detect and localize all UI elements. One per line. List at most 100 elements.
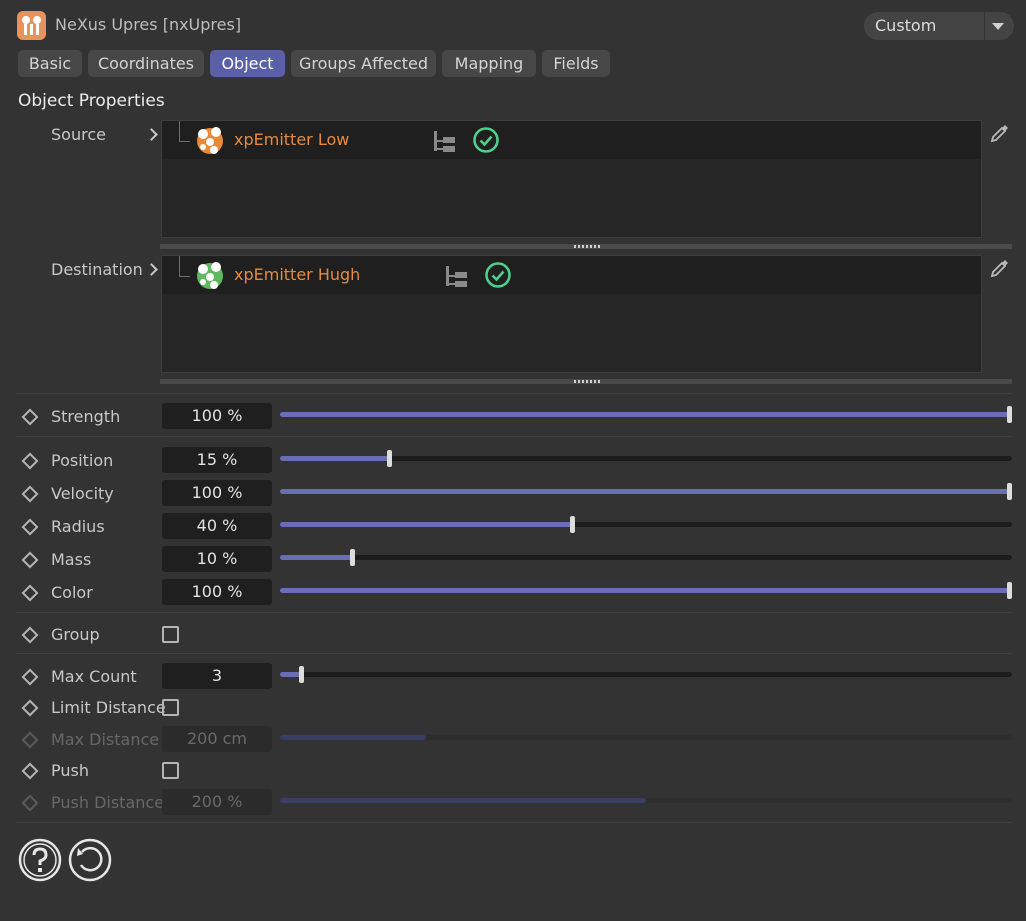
reset-button[interactable] bbox=[68, 838, 112, 882]
source-link-item[interactable]: xpEmitter Low bbox=[162, 121, 981, 159]
tab-object[interactable]: Object bbox=[210, 50, 285, 77]
mass-field[interactable]: 10 % bbox=[162, 546, 272, 572]
chevron-right-icon[interactable] bbox=[145, 128, 158, 141]
divider bbox=[16, 612, 1012, 613]
push-distance-field: 200 % bbox=[162, 789, 272, 815]
tree-connector bbox=[179, 121, 190, 142]
keyframe-diamond-icon[interactable] bbox=[21, 485, 39, 503]
keyframe-diamond-icon[interactable] bbox=[21, 762, 39, 780]
preset-dropdown[interactable]: Custom bbox=[864, 12, 1014, 40]
max-count-field[interactable]: 3 bbox=[162, 663, 272, 689]
window-title: NeXus Upres [nxUpres] bbox=[55, 15, 242, 34]
group-label: Group bbox=[51, 625, 100, 644]
position-field[interactable]: 15 % bbox=[162, 447, 272, 473]
group-checkbox[interactable] bbox=[162, 626, 179, 643]
divider bbox=[16, 436, 1012, 437]
keyframe-diamond-icon[interactable] bbox=[21, 551, 39, 569]
check-circle-icon[interactable] bbox=[473, 127, 499, 153]
slider-knob[interactable] bbox=[1007, 406, 1012, 423]
push-checkbox[interactable] bbox=[162, 762, 179, 779]
keyframe-diamond-icon bbox=[21, 794, 39, 812]
source-object-name[interactable]: xpEmitter Low bbox=[234, 130, 350, 149]
strength-field[interactable]: 100 % bbox=[162, 403, 272, 429]
max-count-label: Max Count bbox=[51, 667, 137, 686]
limit-distance-checkbox[interactable] bbox=[162, 699, 179, 716]
color-field[interactable]: 100 % bbox=[162, 579, 272, 605]
slider-fill bbox=[280, 672, 302, 677]
keyframe-diamond-icon bbox=[21, 731, 39, 749]
limit-distance-label: Limit Distance bbox=[51, 698, 166, 717]
emitter-green-icon bbox=[194, 259, 226, 291]
slider-knob[interactable] bbox=[387, 450, 392, 467]
destination-link-item[interactable]: xpEmitter Hugh bbox=[162, 256, 981, 294]
destination-object-name[interactable]: xpEmitter Hugh bbox=[234, 265, 361, 284]
hierarchy-icon[interactable] bbox=[433, 129, 457, 153]
max-distance-slider bbox=[280, 735, 1012, 740]
divider bbox=[16, 653, 1012, 654]
slider-fill bbox=[280, 456, 390, 461]
chevron-right-icon[interactable] bbox=[145, 263, 158, 276]
resize-grip[interactable] bbox=[574, 380, 600, 383]
destination-label: Destination bbox=[51, 260, 143, 279]
slider-fill bbox=[280, 735, 426, 740]
eyedropper-icon[interactable] bbox=[989, 257, 1011, 279]
strength-label: Strength bbox=[51, 407, 121, 426]
divider bbox=[16, 822, 1012, 823]
max-distance-label: Max Distance bbox=[51, 730, 160, 749]
divider bbox=[16, 393, 1012, 394]
slider-knob[interactable] bbox=[350, 549, 355, 566]
hierarchy-icon[interactable] bbox=[445, 264, 469, 288]
slider-knob[interactable] bbox=[299, 666, 304, 683]
mass-label: Mass bbox=[51, 550, 92, 569]
source-label: Source bbox=[51, 125, 106, 144]
position-label: Position bbox=[51, 451, 114, 470]
velocity-field[interactable]: 100 % bbox=[162, 480, 272, 506]
resize-handle[interactable] bbox=[160, 244, 1012, 249]
color-slider[interactable] bbox=[280, 582, 1012, 599]
keyframe-diamond-icon[interactable] bbox=[21, 408, 39, 426]
tab-groups-affected[interactable]: Groups Affected bbox=[291, 50, 436, 77]
slider-fill bbox=[280, 522, 573, 527]
tab-coordinates[interactable]: Coordinates bbox=[88, 50, 204, 77]
slider-fill bbox=[280, 412, 1012, 417]
chevron-down-icon[interactable] bbox=[992, 23, 1004, 30]
keyframe-diamond-icon[interactable] bbox=[21, 584, 39, 602]
max-distance-field: 200 cm bbox=[162, 726, 272, 752]
push-distance-label: Push Distance bbox=[51, 793, 165, 812]
check-circle-icon[interactable] bbox=[485, 262, 511, 288]
destination-link-list[interactable]: xpEmitter Hugh bbox=[161, 255, 982, 373]
push-distance-slider bbox=[280, 798, 1012, 803]
help-icon bbox=[18, 838, 62, 882]
tab-fields[interactable]: Fields bbox=[542, 50, 610, 77]
radius-slider[interactable] bbox=[280, 516, 1012, 533]
keyframe-diamond-icon[interactable] bbox=[21, 699, 39, 717]
help-button[interactable] bbox=[18, 838, 62, 882]
keyframe-diamond-icon[interactable] bbox=[21, 518, 39, 536]
slider-knob[interactable] bbox=[1007, 483, 1012, 500]
tab-basic[interactable]: Basic bbox=[18, 50, 82, 77]
preset-value: Custom bbox=[875, 16, 937, 35]
radius-label: Radius bbox=[51, 517, 105, 536]
slider-knob[interactable] bbox=[1007, 582, 1012, 599]
keyframe-diamond-icon[interactable] bbox=[21, 626, 39, 644]
keyframe-diamond-icon[interactable] bbox=[21, 452, 39, 470]
section-title: Object Properties bbox=[18, 91, 165, 111]
position-slider[interactable] bbox=[280, 450, 1012, 467]
tab-mapping[interactable]: Mapping bbox=[442, 50, 536, 77]
source-link-list[interactable]: xpEmitter Low bbox=[161, 120, 982, 238]
velocity-label: Velocity bbox=[51, 484, 114, 503]
eyedropper-icon[interactable] bbox=[989, 122, 1011, 144]
velocity-slider[interactable] bbox=[280, 483, 1012, 500]
strength-slider[interactable] bbox=[280, 406, 1012, 423]
keyframe-diamond-icon[interactable] bbox=[21, 668, 39, 686]
radius-field[interactable]: 40 % bbox=[162, 513, 272, 539]
mass-slider[interactable] bbox=[280, 549, 1012, 566]
preset-separator bbox=[984, 12, 985, 40]
slider-fill bbox=[280, 555, 353, 560]
color-label: Color bbox=[51, 583, 93, 602]
max-count-slider[interactable] bbox=[280, 666, 1012, 683]
resize-handle[interactable] bbox=[160, 379, 1012, 384]
nexus-upres-icon bbox=[17, 11, 46, 40]
slider-knob[interactable] bbox=[570, 516, 575, 533]
resize-grip[interactable] bbox=[574, 245, 600, 248]
